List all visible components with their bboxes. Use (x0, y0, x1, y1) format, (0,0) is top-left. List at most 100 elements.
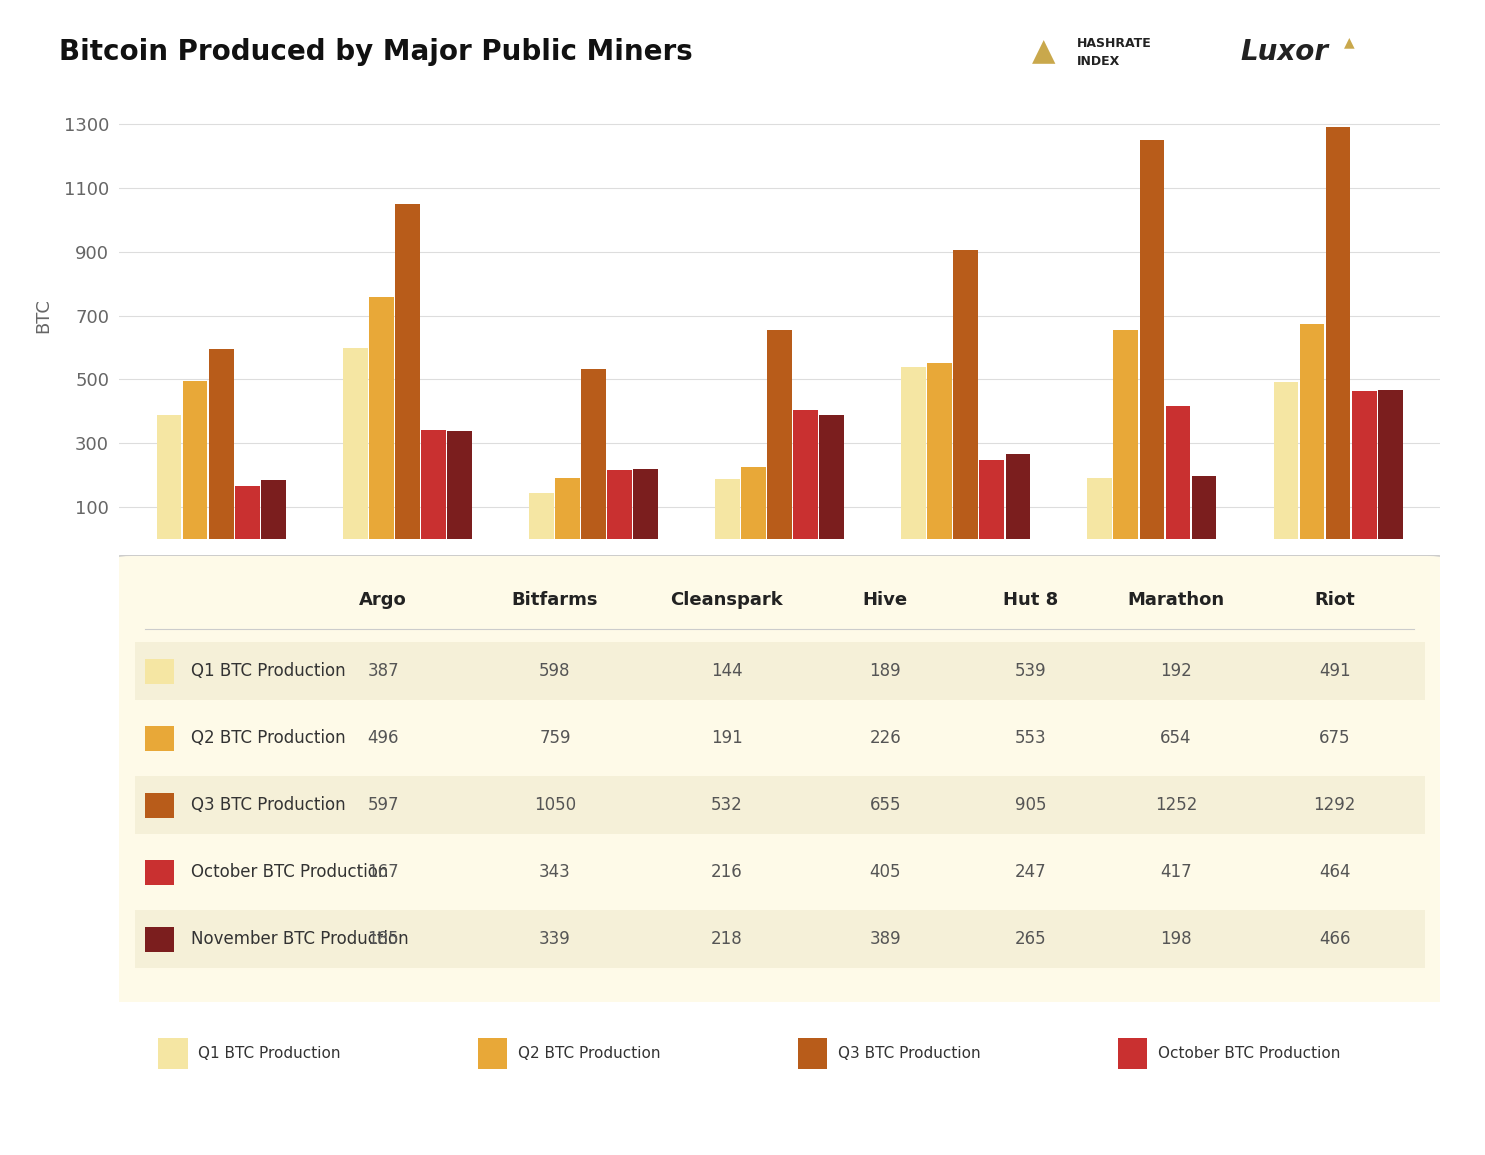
Text: 265: 265 (1014, 930, 1047, 948)
Text: November BTC Production: November BTC Production (192, 930, 408, 948)
Bar (1351, 390, 1377, 539)
Text: Q2 BTC Production: Q2 BTC Production (518, 1046, 661, 1061)
Bar (157, 416, 181, 539)
Text: Marathon: Marathon (1127, 591, 1225, 609)
Bar (555, 478, 579, 539)
FancyBboxPatch shape (1118, 1037, 1146, 1070)
Text: Q1 BTC Production: Q1 BTC Production (198, 1046, 340, 1061)
FancyBboxPatch shape (135, 910, 1424, 968)
Text: 185: 185 (367, 930, 399, 948)
Bar (820, 415, 843, 539)
Text: 216: 216 (711, 863, 742, 881)
Text: 532: 532 (711, 796, 742, 814)
Bar (793, 410, 818, 539)
Text: 464: 464 (1319, 863, 1350, 881)
Bar (581, 370, 606, 539)
FancyBboxPatch shape (478, 1037, 508, 1070)
Bar (1166, 405, 1191, 539)
Text: Bitcoin Produced by Major Public Miners: Bitcoin Produced by Major Public Miners (59, 38, 693, 66)
Text: October BTC Production: October BTC Production (1158, 1046, 1339, 1061)
Text: 218: 218 (711, 930, 742, 948)
Bar (261, 480, 285, 539)
FancyBboxPatch shape (146, 725, 174, 751)
Text: 654: 654 (1160, 729, 1192, 747)
Bar (1087, 478, 1112, 539)
FancyBboxPatch shape (797, 1037, 827, 1070)
Text: October BTC Production: October BTC Production (192, 863, 389, 881)
FancyBboxPatch shape (146, 792, 174, 818)
Text: 167: 167 (367, 863, 399, 881)
Bar (422, 430, 446, 539)
Text: 226: 226 (870, 729, 901, 747)
Text: 905: 905 (1014, 796, 1047, 814)
FancyBboxPatch shape (135, 642, 1424, 700)
Text: Riot: Riot (1314, 591, 1356, 609)
Bar (953, 251, 979, 539)
Bar (235, 485, 260, 539)
Text: 339: 339 (539, 930, 570, 948)
Bar (1274, 382, 1298, 539)
Text: Q3 BTC Production: Q3 BTC Production (192, 796, 346, 814)
Text: ▲: ▲ (1032, 37, 1056, 67)
Text: INDEX: INDEX (1077, 54, 1120, 68)
Bar (529, 493, 554, 539)
Text: 759: 759 (539, 729, 570, 747)
FancyBboxPatch shape (146, 859, 174, 885)
Text: 491: 491 (1319, 662, 1350, 680)
Text: 496: 496 (367, 729, 399, 747)
FancyBboxPatch shape (135, 776, 1424, 834)
Bar (395, 204, 420, 539)
Bar (980, 460, 1004, 539)
FancyBboxPatch shape (146, 926, 174, 952)
Text: 1050: 1050 (535, 796, 576, 814)
FancyBboxPatch shape (105, 556, 1454, 1006)
Text: Hive: Hive (863, 591, 907, 609)
Text: 655: 655 (870, 796, 901, 814)
Bar (633, 469, 658, 539)
Bar (1378, 390, 1402, 539)
Text: 553: 553 (1014, 729, 1047, 747)
Text: 417: 417 (1160, 863, 1192, 881)
Bar (716, 478, 740, 539)
Y-axis label: BTC: BTC (34, 298, 52, 333)
Text: 343: 343 (539, 863, 570, 881)
Text: Hut 8: Hut 8 (1002, 591, 1059, 609)
Text: 1292: 1292 (1314, 796, 1356, 814)
Bar (901, 367, 927, 539)
Bar (183, 381, 208, 539)
Text: 144: 144 (711, 662, 742, 680)
Text: 597: 597 (367, 796, 399, 814)
Text: Q1 BTC Production: Q1 BTC Production (192, 662, 346, 680)
Text: Argo: Argo (359, 591, 407, 609)
Bar (1299, 323, 1325, 539)
Text: HASHRATE: HASHRATE (1077, 37, 1151, 51)
FancyBboxPatch shape (146, 658, 174, 684)
Bar (1139, 140, 1164, 539)
Text: 598: 598 (539, 662, 570, 680)
Text: 189: 189 (870, 662, 901, 680)
Bar (741, 467, 766, 539)
Text: 539: 539 (1014, 662, 1047, 680)
Text: ▲: ▲ (1344, 36, 1354, 50)
Text: 192: 192 (1160, 662, 1192, 680)
Text: 405: 405 (870, 863, 901, 881)
Text: 198: 198 (1160, 930, 1192, 948)
Text: 675: 675 (1319, 729, 1350, 747)
Text: 387: 387 (367, 662, 399, 680)
Bar (768, 330, 792, 539)
Bar (1114, 330, 1138, 539)
Bar (343, 348, 368, 539)
Bar (1005, 454, 1031, 539)
Bar (607, 470, 633, 539)
Text: Luxor: Luxor (1240, 38, 1328, 66)
Bar (927, 363, 952, 539)
Text: 191: 191 (711, 729, 742, 747)
FancyBboxPatch shape (159, 1037, 187, 1070)
Text: Q2 BTC Production: Q2 BTC Production (192, 729, 346, 747)
Text: Cleanspark: Cleanspark (670, 591, 783, 609)
Text: Bitfarms: Bitfarms (512, 591, 598, 609)
Text: 466: 466 (1319, 930, 1350, 948)
Text: 1252: 1252 (1155, 796, 1197, 814)
Text: Q3 BTC Production: Q3 BTC Production (838, 1046, 980, 1061)
Bar (1191, 476, 1216, 539)
